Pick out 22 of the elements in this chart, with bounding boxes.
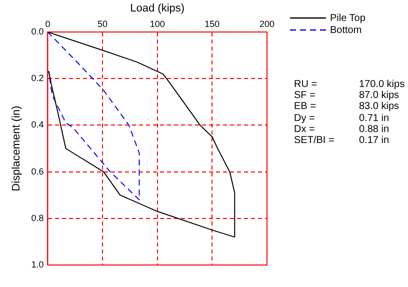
x-tick-label: 0 bbox=[45, 19, 50, 30]
x-axis-title: Load (kips) bbox=[130, 2, 185, 15]
y-tick-label: 0.6 bbox=[31, 166, 44, 176]
y-tick-label: 1.0 bbox=[31, 259, 44, 270]
legend-label: Pile Top bbox=[330, 12, 366, 24]
text: Dx = 0.88 in bbox=[294, 124, 390, 135]
y-tick-label: 0.4 bbox=[31, 120, 44, 130]
y-tick-label: 0.8 bbox=[31, 212, 44, 223]
y-tick-label: 0.2 bbox=[31, 73, 44, 84]
text: SET/BI = 0.17 in bbox=[294, 135, 390, 146]
line-series bbox=[48, 32, 140, 200]
x-tick-label: 50 bbox=[98, 19, 108, 30]
text: SF = 87.0 kips bbox=[294, 90, 400, 102]
x-tick-label: 150 bbox=[204, 19, 220, 30]
y-axis-title: Displacement (in) bbox=[10, 106, 23, 192]
x-tick-label: 100 bbox=[150, 19, 165, 30]
text: Dy = 0.71 in bbox=[294, 112, 390, 124]
text: RU = 170.0 kips bbox=[294, 79, 405, 90]
x-tick-label: 200 bbox=[259, 19, 275, 30]
text: EB = 83.0 kips bbox=[294, 101, 400, 112]
y-tick-label: 0.0 bbox=[31, 26, 44, 36]
legend-label: Bottom bbox=[330, 24, 362, 36]
